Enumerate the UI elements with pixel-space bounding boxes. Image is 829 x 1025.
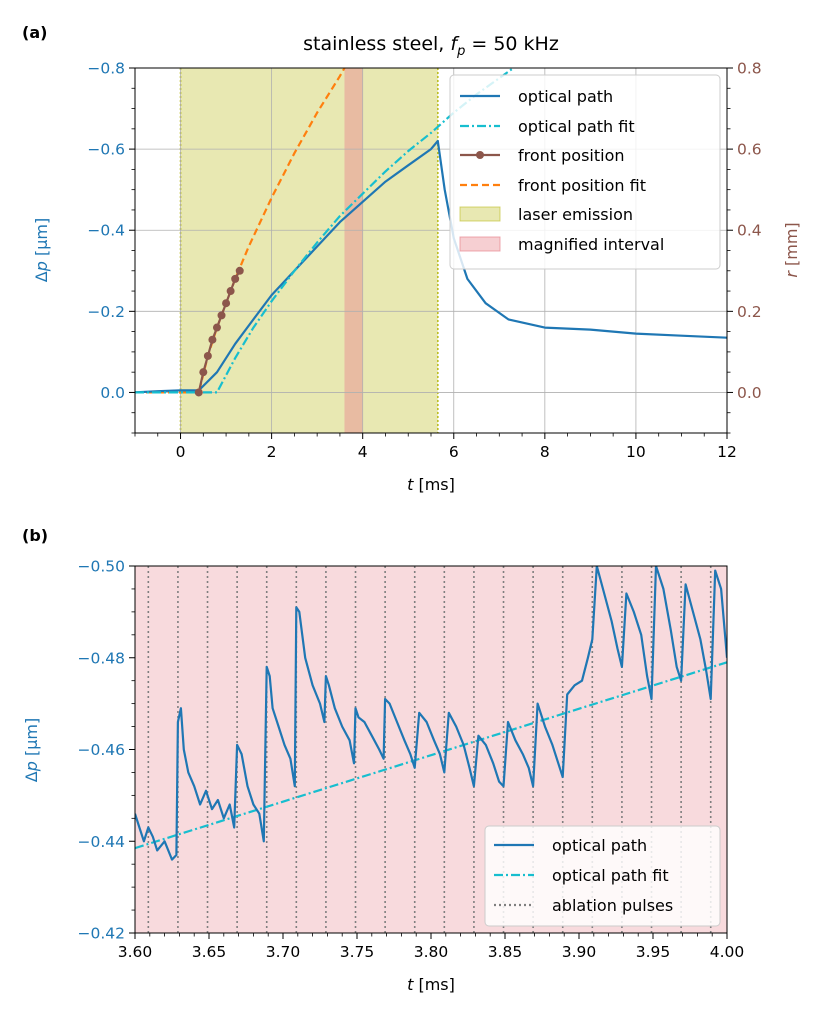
legend-label-magnified-interval: magnified interval <box>518 235 664 254</box>
a-right-y-tick-label-0: 0.0 <box>737 384 762 402</box>
panel-a-right-y-axis-label: r [mm] <box>782 222 801 277</box>
a-x-tick-label-3: 6 <box>449 443 459 461</box>
a-left-y-tick-label-0: 0.0 <box>100 384 125 402</box>
legend-label-front-position: front position <box>518 146 625 165</box>
a-right-y-tick-label-4: 0.8 <box>737 60 762 78</box>
a-x-tick-label-6: 12 <box>717 443 737 461</box>
a-right-y-tick-label-1: 0.2 <box>737 303 762 321</box>
panel-b-y-axis-label: Δp [µm] <box>22 718 41 782</box>
b-x-tick-label-1: 3.65 <box>192 943 227 961</box>
panel-b-legend-box <box>484 825 721 927</box>
b-x-tick-label-0: 3.60 <box>118 943 153 961</box>
legend-swatch-laser-emission <box>459 206 501 222</box>
legend-b-label-optical-path: optical path <box>552 836 647 855</box>
legend-swatch-magnified-interval <box>459 236 501 252</box>
panel-a-label: (a) <box>22 23 47 42</box>
front-position-marker-1 <box>199 368 208 377</box>
b-x-tick-label-4: 3.80 <box>414 943 449 961</box>
front-position-line <box>197 270 241 393</box>
legend-marker-front-position <box>476 151 484 159</box>
panel-a-left-y-axis-label: Δp [µm] <box>32 218 51 282</box>
front-position-marker-2 <box>203 351 212 360</box>
a-x-tick-label-1: 2 <box>267 443 277 461</box>
optical-path-fit-line <box>135 68 516 394</box>
laser-emission-span <box>180 68 438 433</box>
front-position-marker-7 <box>226 287 235 296</box>
b-x-tick-label-3: 3.75 <box>340 943 375 961</box>
b-y-tick-label-1: −0.44 <box>78 833 126 851</box>
b-x-tick-label-6: 3.90 <box>562 943 597 961</box>
b-x-tick-label-7: 3.95 <box>636 943 671 961</box>
front-position-marker-4 <box>212 323 221 332</box>
legend-label-front-position-fit: front position fit <box>518 176 646 195</box>
a-right-y-tick-label-3: 0.6 <box>737 141 762 159</box>
a-left-y-tick-label-4: −0.8 <box>87 60 125 78</box>
front-position-marker-0 <box>194 388 203 397</box>
b-x-tick-label-2: 3.70 <box>266 943 301 961</box>
front-position-marker-6 <box>222 299 231 308</box>
magnified-interval-span <box>344 68 363 433</box>
legend-label-optical-path-fit: optical path fit <box>518 117 635 136</box>
b-x-tick-label-8: 4.00 <box>710 943 745 961</box>
a-left-y-tick-label-1: −0.2 <box>87 303 125 321</box>
a-left-y-tick-label-3: −0.6 <box>87 141 125 159</box>
legend-b-label-ablation-pulses: ablation pulses <box>552 896 673 915</box>
panel-a-legend-box <box>449 74 721 270</box>
a-x-tick-label-5: 10 <box>626 443 646 461</box>
legend-label-optical-path: optical path <box>518 87 613 106</box>
panel-a-title: stainless steel, fp = 50 kHz <box>303 33 559 59</box>
panel-b: (b) 3.60 3.65 3.70 3.75 3.80 3.85 3.90 3.95 4.00… <box>22 526 744 994</box>
b-y-tick-label-4: −0.50 <box>78 558 126 576</box>
front-position-marker-5 <box>217 311 226 320</box>
panel-b-x-axis-label: t [ms] <box>407 975 455 994</box>
a-right-y-tick-label-2: 0.4 <box>737 222 762 240</box>
legend-label-laser-emission: laser emission <box>518 205 633 224</box>
b-y-tick-label-3: −0.48 <box>78 649 126 667</box>
b-optical-path-line <box>135 566 727 861</box>
panel-b-legend: optical path optical path fit ablation p… <box>484 825 721 927</box>
front-position-marker-8 <box>231 274 240 283</box>
b-y-tick-label-0: −0.42 <box>78 925 126 943</box>
b-y-tick-label-2: −0.46 <box>78 741 126 759</box>
panel-a: (a) stainless steel, fp = 50 kHz 0 2 4 6 8 10… <box>22 23 801 494</box>
a-x-tick-label-4: 8 <box>540 443 550 461</box>
a-x-tick-label-2: 4 <box>358 443 368 461</box>
panel-a-x-axis-label: t [ms] <box>407 475 455 494</box>
panel-a-legend: optical path optical path fit front posi… <box>449 74 721 270</box>
optical-path-line <box>135 139 727 394</box>
b-x-tick-label-5: 3.85 <box>488 943 523 961</box>
front-position-marker-9 <box>235 266 244 275</box>
legend-b-label-optical-path-fit: optical path fit <box>552 866 669 885</box>
a-left-y-tick-label-2: −0.4 <box>87 222 125 240</box>
front-position-marker-3 <box>208 335 217 344</box>
panel-b-label: (b) <box>22 526 48 545</box>
a-x-tick-label-0: 0 <box>176 443 186 461</box>
